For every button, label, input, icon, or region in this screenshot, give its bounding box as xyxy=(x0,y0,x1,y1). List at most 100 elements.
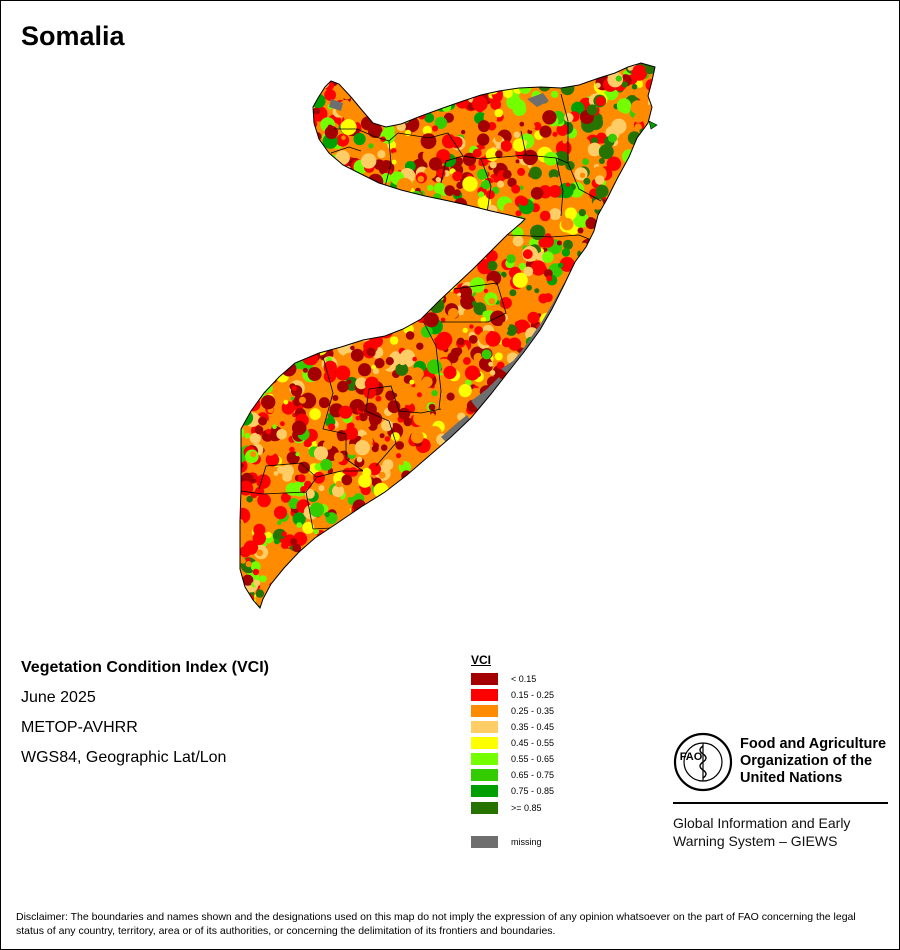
vci-cell xyxy=(602,557,612,568)
vci-cell xyxy=(652,489,655,499)
vci-cell xyxy=(331,303,339,311)
vci-cell xyxy=(424,572,432,580)
vci-cell xyxy=(628,523,637,532)
legend-label: missing xyxy=(511,837,542,847)
vci-cell xyxy=(647,610,657,620)
vci-cell xyxy=(462,176,478,192)
vci-cell xyxy=(240,234,248,241)
vci-cell xyxy=(536,516,553,532)
vci-cell xyxy=(309,502,325,518)
vci-cell xyxy=(393,224,401,232)
vci-cell xyxy=(341,243,354,255)
vci-cell xyxy=(271,330,285,344)
vci-cell xyxy=(618,342,626,351)
vci-cell xyxy=(542,63,555,67)
vci-cell xyxy=(500,539,513,553)
vci-cell xyxy=(350,72,363,85)
vci-cell xyxy=(584,496,598,509)
vci-cell xyxy=(362,83,374,95)
vci-cell xyxy=(337,566,345,574)
vci-cell xyxy=(575,345,585,356)
vci-cell xyxy=(240,189,250,203)
vci-cell xyxy=(383,124,395,136)
vci-cell xyxy=(385,580,393,588)
vci-cell xyxy=(642,332,650,340)
vci-cell xyxy=(524,478,540,494)
vci-cell xyxy=(500,399,512,412)
vci-cell xyxy=(400,63,413,74)
vci-cell xyxy=(560,359,567,366)
vci-cell xyxy=(549,136,556,143)
vci-cell xyxy=(399,587,412,600)
vci-cell xyxy=(594,305,606,318)
vci-cell xyxy=(496,361,505,370)
vci-cell xyxy=(343,594,353,604)
vci-cell xyxy=(560,310,574,324)
vci-cell xyxy=(644,357,650,362)
vci-cell xyxy=(389,336,399,345)
vci-cell xyxy=(340,259,347,266)
vci-cell xyxy=(410,367,424,381)
vci-cell xyxy=(403,396,413,406)
vci-cell xyxy=(612,504,623,515)
vci-cell xyxy=(432,454,438,460)
vci-cell xyxy=(616,511,627,522)
vci-cell xyxy=(558,387,563,393)
vci-cell xyxy=(573,487,578,492)
vci-cell xyxy=(387,587,392,593)
vci-cell xyxy=(603,587,615,600)
vci-cell xyxy=(600,342,611,353)
vci-cell xyxy=(291,119,307,136)
fao-logo-icon: FAO xyxy=(673,732,733,792)
vci-cell xyxy=(505,489,514,498)
vci-cell xyxy=(472,95,488,112)
vci-cell xyxy=(559,256,575,272)
vci-cell xyxy=(621,485,629,493)
vci-cell xyxy=(583,271,597,285)
vci-cell xyxy=(556,123,569,136)
vci-cell xyxy=(398,549,412,563)
vci-cell xyxy=(454,494,465,506)
vci-cell xyxy=(543,151,558,166)
vci-cell xyxy=(643,601,655,608)
vci-cell xyxy=(476,168,488,180)
vci-cell xyxy=(519,385,530,396)
vci-cell xyxy=(413,410,429,426)
vci-cell xyxy=(644,162,655,177)
vci-cell xyxy=(385,207,396,218)
vci-cell xyxy=(403,417,413,427)
vci-cell xyxy=(565,378,571,384)
vci-cell xyxy=(503,202,517,216)
vci-cell xyxy=(285,482,299,496)
vci-cell xyxy=(347,528,359,540)
vci-cell xyxy=(346,379,352,385)
vci-cell xyxy=(603,315,615,327)
vci-cell xyxy=(595,266,606,277)
vci-cell xyxy=(631,544,638,551)
vci-cell xyxy=(257,252,261,257)
vci-cell xyxy=(629,455,645,472)
vci-cell xyxy=(636,247,646,258)
vci-cell xyxy=(453,189,461,197)
vci-cell xyxy=(623,503,640,520)
vci-cell xyxy=(445,520,459,534)
vci-cell xyxy=(579,172,586,178)
vci-cell xyxy=(644,564,653,573)
vci-cell xyxy=(389,569,404,585)
vci-cell xyxy=(656,480,664,488)
vci-cell xyxy=(575,64,581,70)
vci-cell xyxy=(598,144,614,160)
vci-cell xyxy=(292,543,302,553)
vci-cell xyxy=(577,537,592,551)
vci-cell xyxy=(558,517,568,527)
vci-cell xyxy=(575,496,588,509)
vci-cell xyxy=(564,334,570,340)
vci-cell xyxy=(301,235,309,243)
legend-label: 0.45 - 0.55 xyxy=(511,738,555,748)
vci-cell xyxy=(648,542,655,557)
vci-cell xyxy=(292,323,301,332)
vci-cell xyxy=(625,329,641,345)
vci-cell xyxy=(332,63,343,66)
vci-cell xyxy=(365,104,373,112)
vci-cell xyxy=(274,341,284,352)
